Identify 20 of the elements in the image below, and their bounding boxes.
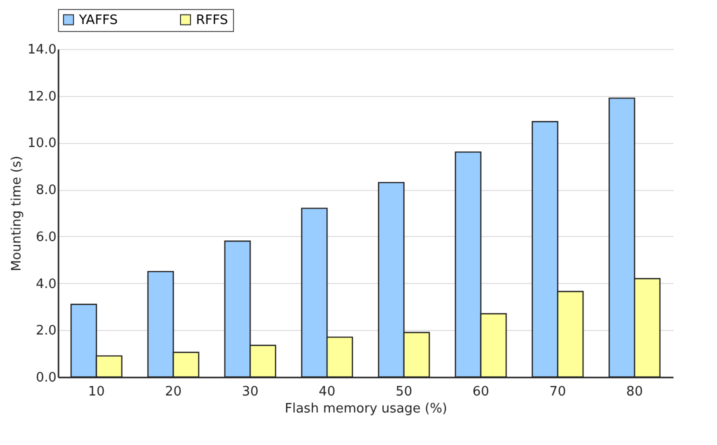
- legend-label: YAFFS: [78, 12, 118, 28]
- y-tick-label: 4.0: [36, 276, 56, 292]
- y-tick-label: 8.0: [36, 183, 56, 198]
- y-tick-label: 2.0: [36, 324, 56, 339]
- x-tick-label: 30: [242, 384, 258, 400]
- x-tick-label: 20: [165, 384, 182, 400]
- x-tick-label: 80: [626, 384, 643, 400]
- y-tick-label: 0.0: [36, 370, 56, 386]
- x-axis-title: Flash memory usage (%): [284, 402, 448, 416]
- y-tick-label: 12.0: [28, 89, 56, 104]
- x-tick-label: 40: [318, 384, 336, 400]
- x-tick-label: 70: [549, 384, 566, 400]
- y-tick-label: 6.0: [36, 230, 56, 245]
- y-tick-label: 10.0: [28, 136, 56, 152]
- y-axis-title: Mounting time (s): [10, 156, 25, 272]
- x-tick-label: 50: [396, 384, 412, 400]
- legend-label: RFFS: [196, 12, 228, 28]
- x-tick-label: 10: [88, 384, 105, 400]
- y-tick-label: 14.0: [28, 42, 56, 58]
- x-tick-label: 60: [472, 384, 490, 400]
